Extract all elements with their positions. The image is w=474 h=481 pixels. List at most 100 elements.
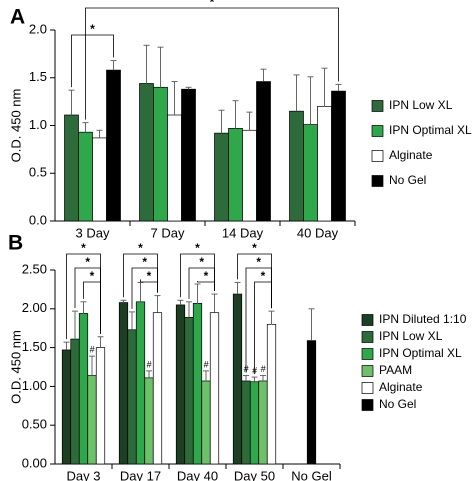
bar [78, 131, 93, 222]
bar [184, 316, 194, 465]
significance: * [204, 269, 209, 283]
y-tick-label: 2.0 [29, 21, 47, 36]
significance: * [138, 241, 143, 255]
bar [61, 349, 72, 465]
significance: * [252, 241, 257, 255]
bracket [85, 7, 339, 120]
y-tick-label: 1.0 [29, 117, 47, 132]
legend-swatch [361, 399, 374, 411]
bar [303, 124, 318, 222]
legend-label: Alginate [379, 380, 423, 394]
bar [266, 323, 277, 465]
legend-label: PAAM [379, 363, 412, 377]
bar [118, 302, 129, 465]
bar [87, 375, 97, 465]
bar [317, 106, 332, 222]
bar [70, 338, 80, 465]
bar [144, 377, 154, 465]
bar [139, 83, 154, 222]
bar [153, 86, 168, 222]
annotation: # [260, 364, 266, 374]
significance: * [90, 269, 95, 283]
bracket [131, 267, 158, 309]
x-tick-label: Day 17 [120, 468, 161, 481]
x-tick-label: 3 Day [76, 225, 110, 240]
y-tick-label: 2.50 [22, 261, 47, 276]
bar [256, 81, 271, 222]
annotation: # [146, 359, 152, 369]
significance: * [195, 241, 200, 255]
y-tick-label: 0.50 [22, 417, 47, 432]
legend-swatch [371, 150, 384, 162]
significance: * [85, 255, 90, 269]
legend-label: IPN Optimal XL [379, 346, 462, 360]
legend-label: Alginate [389, 148, 433, 162]
y-axis-label: O.D. 450 nm [8, 89, 23, 163]
legend-label: IPN Diluted 1:10 [379, 312, 467, 326]
bracket [254, 281, 272, 375]
annotation: # [243, 364, 249, 374]
bar [95, 347, 106, 465]
x-tick-label: 40 Day [297, 225, 339, 240]
bar [258, 380, 268, 465]
annotation: # [252, 365, 258, 375]
bar [306, 340, 317, 465]
y-tick-label: 0.0 [29, 212, 47, 227]
bar [92, 137, 107, 222]
bracket [188, 267, 215, 299]
significance: * [90, 22, 95, 36]
y-tick-label: 0.5 [29, 165, 47, 180]
x-tick-label: Day 3 [67, 468, 101, 481]
bracket [197, 280, 215, 292]
bar [152, 312, 163, 465]
x-tick-label: 7 Day [151, 225, 185, 240]
panel-label: A [10, 6, 25, 29]
significance: * [261, 269, 266, 283]
legend-swatch [371, 125, 384, 137]
y-axis-label: O.D. 450 nm [8, 330, 23, 404]
y-tick-label: 1.00 [22, 378, 47, 393]
y-tick-label: 1.50 [22, 339, 47, 354]
bar [289, 110, 304, 222]
legend-swatch [371, 100, 384, 112]
y-tick-label: 1.5 [29, 69, 47, 84]
y-tick-label: 2.00 [22, 300, 47, 315]
significance: * [81, 241, 86, 255]
bar [201, 380, 211, 465]
bar [228, 128, 243, 222]
legend-label: IPN Optimal XL [389, 123, 472, 137]
bar [127, 329, 137, 465]
bar [242, 129, 257, 222]
x-tick-label: Day 40 [177, 468, 218, 481]
bar [192, 303, 203, 465]
bar [232, 293, 243, 465]
bar [214, 132, 229, 222]
legend-swatch [361, 348, 374, 360]
bracket [71, 34, 114, 88]
bracket [83, 281, 101, 334]
x-tick-label: 14 Day [222, 225, 264, 240]
annotation: # [89, 345, 95, 355]
significance: * [210, 0, 215, 9]
y-tick-label: 0.00 [22, 455, 47, 470]
annotation: # [203, 359, 209, 369]
bar [181, 88, 196, 222]
bar [106, 69, 121, 222]
bar [64, 114, 79, 222]
legend-swatch [371, 175, 384, 187]
significance: * [256, 255, 261, 269]
bracket [140, 279, 158, 293]
legend-label: IPN Low XL [389, 98, 453, 112]
legend-swatch [361, 365, 374, 377]
significance: * [142, 255, 147, 269]
significance: * [199, 255, 204, 269]
legend-swatch [361, 382, 374, 394]
legend-label: IPN Low XL [379, 329, 443, 343]
bar [331, 90, 346, 222]
bar [209, 312, 220, 465]
bar [175, 304, 186, 465]
bar [249, 381, 260, 465]
legend-label: No Gel [379, 397, 416, 411]
legend-label: No Gel [389, 173, 426, 187]
